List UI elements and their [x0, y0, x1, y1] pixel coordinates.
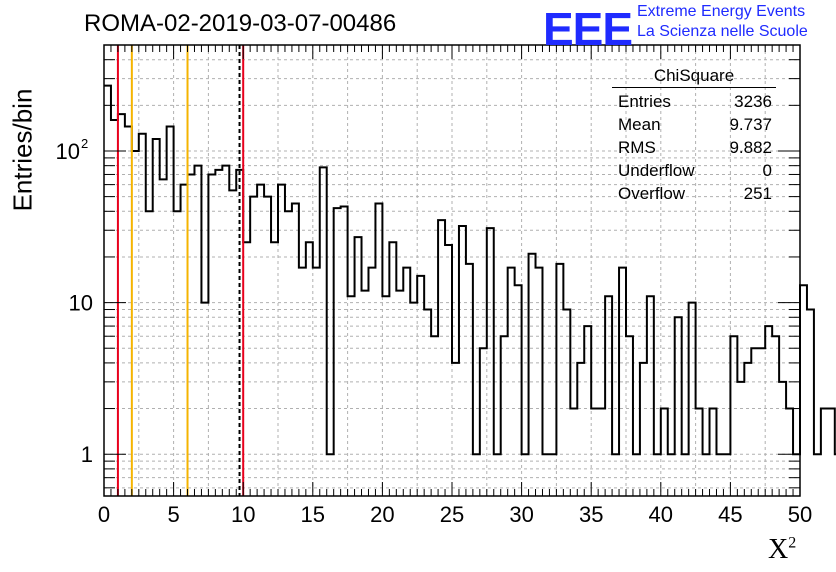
stat-label: Entries	[618, 92, 671, 111]
logo-text-line2: La Scienza nelle Scuole	[637, 23, 808, 40]
y-axis-label-box: Entries/bin	[8, 89, 38, 212]
stat-value: 251	[743, 184, 772, 203]
stats-title: ChiSquare	[612, 66, 776, 88]
stat-row-rms: RMS 9.882	[612, 136, 776, 159]
stat-value: 9.737	[729, 115, 772, 134]
x-tick-label: 45	[718, 502, 742, 527]
stat-label: Mean	[618, 115, 661, 134]
histogram-series	[104, 84, 836, 456]
stat-label: RMS	[618, 138, 656, 157]
logo-text-line1: Extreme Energy Events	[637, 3, 806, 20]
x-axis-label: X2	[768, 534, 796, 566]
y-tick-label: 10	[69, 291, 93, 316]
y-tick-label-exponent: 2	[81, 136, 88, 151]
x-tick-label: 20	[370, 502, 394, 527]
x-tick-label: 15	[301, 502, 325, 527]
stat-value: 3236	[734, 92, 772, 111]
stat-label: Underflow	[618, 161, 695, 180]
stat-row-underflow: Underflow 0	[612, 159, 776, 182]
x-tick-label: 40	[649, 502, 673, 527]
stat-label: Overflow	[618, 184, 686, 203]
x-axis-label-text: X	[768, 534, 789, 565]
x-tick-label: 5	[167, 502, 179, 527]
x-tick-label: 25	[440, 502, 464, 527]
x-tick-label: 50	[788, 502, 812, 527]
y-tick-label: 10	[56, 139, 80, 164]
y-axis-label: Entries/bin	[7, 88, 38, 212]
y-tick-label: 1	[81, 442, 93, 467]
stat-row-entries: Entries 3236	[612, 90, 776, 113]
stat-row-overflow: Overflow 251	[612, 182, 776, 205]
x-tick-label: 10	[231, 502, 255, 527]
chart-title: ROMA-02-2019-03-07-00486	[84, 10, 397, 37]
stats-box: ChiSquare Entries 3236 Mean 9.737 RMS 9.…	[612, 66, 776, 205]
x-axis-label-sup: 2	[788, 534, 797, 552]
x-tick-label: 30	[509, 502, 533, 527]
x-tick-label: 0	[98, 502, 110, 527]
stat-value: 9.882	[729, 138, 772, 157]
stat-row-mean: Mean 9.737	[612, 113, 776, 136]
stat-value: 0	[762, 161, 772, 180]
x-tick-label: 35	[579, 502, 603, 527]
eee-logo: EEE	[543, 3, 633, 55]
